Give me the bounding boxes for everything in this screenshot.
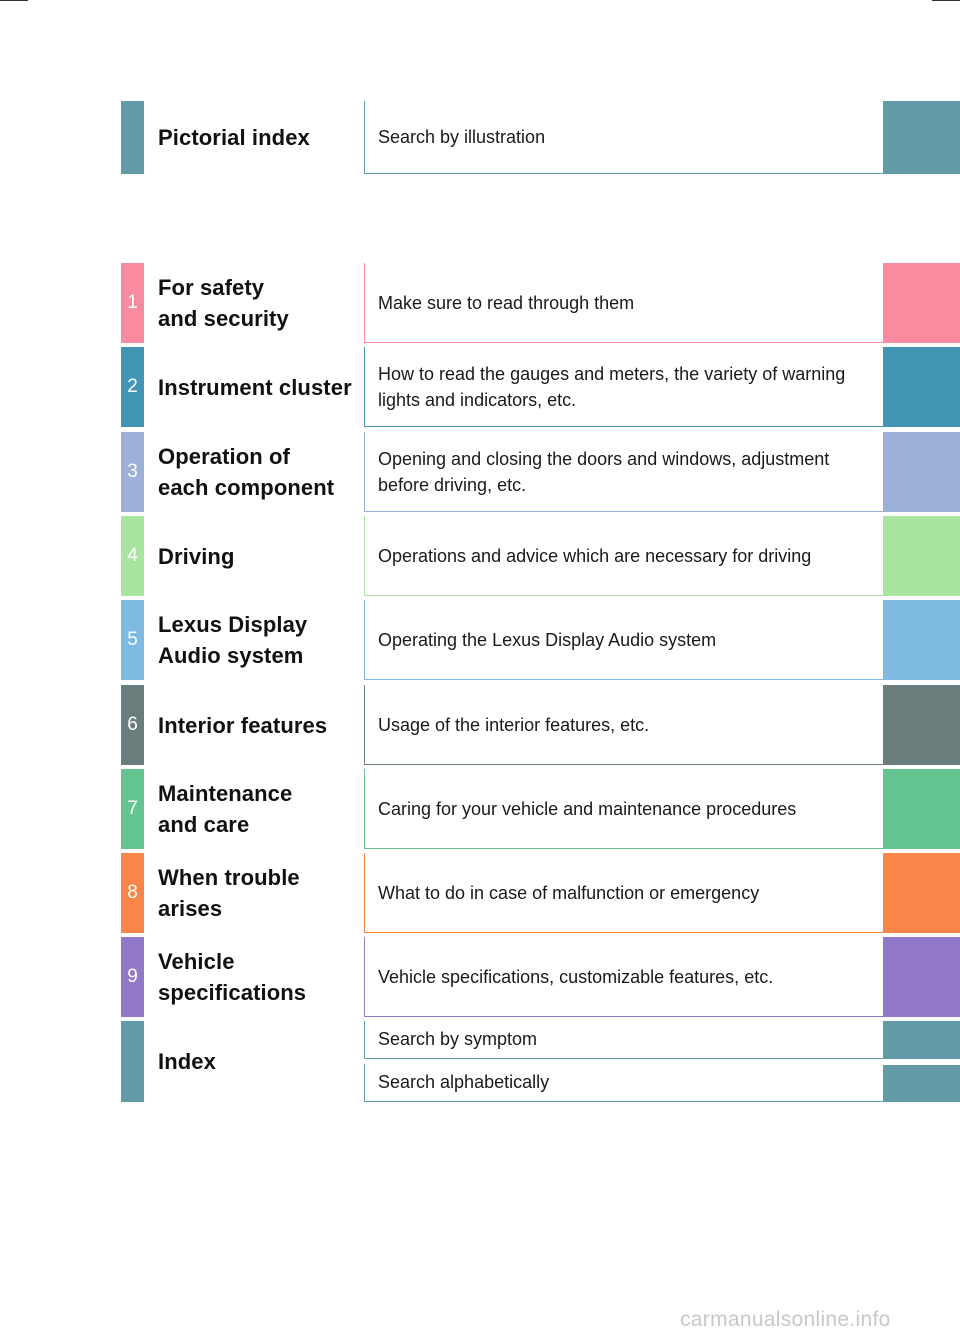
chapter-title: Instrument cluster (158, 347, 358, 427)
chapter-title-line: Lexus Display (158, 612, 308, 637)
chapter-description-line: Make sure to read through them (378, 292, 635, 313)
chapter-description-line: Opening and closing the doors and window… (378, 448, 830, 469)
chapter-number: 4 (121, 516, 144, 596)
chapter-title: When trouble arises (158, 853, 358, 933)
chapter-title-line: Maintenance (158, 781, 293, 806)
chapter-number: 9 (121, 937, 144, 1017)
chapter-description[interactable]: Operating the Lexus Display Audio system (364, 600, 883, 680)
pictorial-index-description[interactable]: Search by illustration (364, 101, 883, 174)
chapter-description[interactable]: Operations and advice which are necessar… (364, 516, 883, 596)
chapter-tab-7[interactable] (883, 769, 960, 849)
chapter-description[interactable]: Vehicle specifications, customizable fea… (364, 937, 883, 1017)
chapter-title-line: Audio system (158, 643, 304, 668)
chapter-tab-1[interactable] (883, 263, 960, 343)
index-row: Index Search by symptom Search alphabeti… (0, 1021, 960, 1102)
chapter-tab-3[interactable] (883, 432, 960, 512)
chapter-title: Vehicle specifications (158, 937, 358, 1017)
pictorial-index-title: Pictorial index (158, 125, 310, 150)
chapter-tab-5[interactable] (883, 600, 960, 680)
index-search-by-symptom-tab[interactable] (883, 1021, 960, 1059)
chapter-tab-2[interactable] (883, 347, 960, 427)
chapter-row-7[interactable]: 7 Maintenance and care Caring for your vehi… (0, 769, 960, 849)
chapter-title-line: arises (158, 896, 223, 921)
chapter-number: 5 (121, 600, 144, 680)
chapter-number: 3 (121, 432, 144, 512)
chapter-row-9[interactable]: 9 Vehicle specifications Vehicle specificat… (0, 937, 960, 1017)
chapter-title: Lexus Display Audio system (158, 600, 358, 680)
chapter-description-line: What to do in case of malfunction or eme… (378, 882, 760, 903)
index-search-alphabetically[interactable]: Search alphabetically (364, 1064, 883, 1102)
crop-mark-right (932, 0, 960, 1)
chapter-number: 6 (121, 685, 144, 765)
chapter-title: Operation of each component (158, 432, 358, 512)
chapter-row-8[interactable]: 8 When trouble arises What to do in case of… (0, 853, 960, 933)
index-color-bar (121, 1021, 144, 1102)
chapter-title: For safety and security (158, 263, 358, 343)
pictorial-index-color-bar (121, 101, 144, 174)
chapter-number: 2 (121, 347, 144, 427)
crop-mark-left (0, 0, 28, 1)
chapter-title-line: Operation of (158, 444, 290, 469)
chapter-description-line: lights and indicators, etc. (378, 389, 577, 410)
chapter-row-5[interactable]: 5 Lexus Display Audio system Operating the … (0, 600, 960, 680)
chapter-title-line: Interior features (158, 712, 328, 738)
chapter-description-line: Caring for your vehicle and maintenance … (378, 798, 797, 819)
chapter-title: Driving (158, 516, 358, 596)
chapter-title-line: specifications (158, 980, 307, 1005)
chapter-title: Interior features (158, 685, 358, 765)
chapter-row-3[interactable]: 3 Operation of each component Opening and c… (0, 432, 960, 512)
chapter-description[interactable]: What to do in case of malfunction or eme… (364, 853, 883, 933)
pictorial-index-tab[interactable] (883, 101, 960, 174)
chapter-title-line: Vehicle (158, 949, 235, 974)
chapter-description-line: before driving, etc. (378, 474, 527, 495)
chapter-number: 1 (121, 263, 144, 343)
chapter-row-4[interactable]: 4 Driving Operations and advice which are … (0, 516, 960, 596)
chapter-tab-9[interactable] (883, 937, 960, 1017)
chapter-description[interactable]: Opening and closing the doors and window… (364, 432, 883, 512)
chapter-description[interactable]: Make sure to read through them (364, 263, 883, 343)
chapter-description[interactable]: How to read the gauges and meters, the v… (364, 347, 883, 427)
chapter-title-line: and security (158, 306, 289, 331)
chapter-row-1[interactable]: 1 For safety and security Make sure to read… (0, 263, 960, 343)
chapter-description-line: Operations and advice which are necessar… (378, 545, 812, 566)
chapter-tab-8[interactable] (883, 853, 960, 933)
chapter-description[interactable]: Usage of the interior features, etc. (364, 685, 883, 765)
chapter-title-line: Instrument cluster (158, 374, 352, 400)
chapter-tab-4[interactable] (883, 516, 960, 596)
chapter-title-line: For safety (158, 275, 265, 300)
chapter-description-line: Usage of the interior features, etc. (378, 714, 650, 735)
chapter-title-line: each component (158, 475, 335, 500)
chapter-number: 8 (121, 853, 144, 933)
chapter-row-2[interactable]: 2 Instrument cluster How to read the gauge… (0, 347, 960, 427)
pictorial-index-row[interactable]: Pictorial index Search by illustration (0, 101, 960, 174)
chapter-description-line: How to read the gauges and meters, the v… (378, 363, 846, 384)
chapter-row-6[interactable]: 6 Interior features Usage of the interior … (0, 685, 960, 765)
chapter-title-line: When trouble (158, 865, 300, 890)
chapter-description-line: Vehicle specifications, customizable fea… (378, 966, 774, 987)
chapter-title-line: Driving (158, 543, 235, 569)
index-search-alphabetically-tab[interactable] (883, 1065, 960, 1102)
chapter-description[interactable]: Caring for your vehicle and maintenance … (364, 769, 883, 849)
index-search-by-symptom[interactable]: Search by symptom (364, 1021, 883, 1059)
watermark: carmanualsonline.info (680, 1308, 891, 1331)
chapter-description-line: Operating the Lexus Display Audio system (378, 629, 717, 650)
index-title: Index (158, 1049, 216, 1074)
chapter-tab-6[interactable] (883, 685, 960, 765)
chapter-title-line: and care (158, 812, 250, 837)
chapter-title: Maintenance and care (158, 769, 358, 849)
chapter-number: 7 (121, 769, 144, 849)
